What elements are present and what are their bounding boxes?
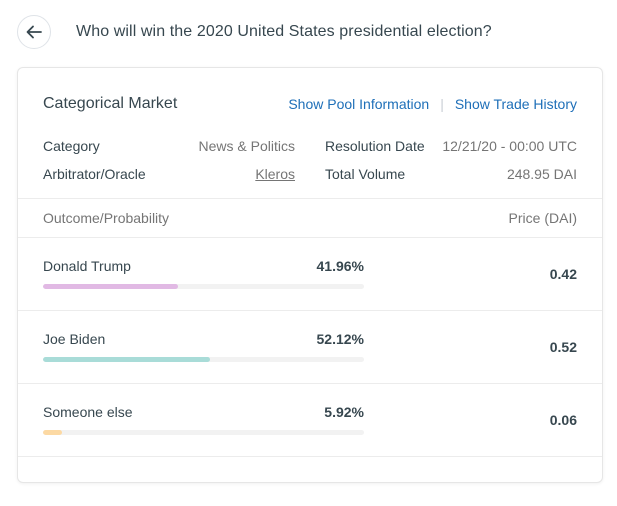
market-type-title: Categorical Market (43, 95, 178, 112)
link-separator: | (440, 96, 444, 112)
market-card: Categorical Market Show Pool Information… (17, 67, 603, 483)
divider (18, 198, 602, 199)
probability-bar-fill (43, 284, 178, 289)
outcome-probability: 5.92% (324, 404, 364, 420)
outcome-probability-column-header: Outcome/Probability (43, 210, 170, 226)
arbitrator-link[interactable]: Kleros (255, 166, 295, 182)
total-volume-value: 248.95 DAI (506, 166, 577, 182)
probability-bar-fill (43, 357, 211, 362)
info-row: Category News & Politics Resolution Date… (43, 132, 577, 160)
market-info: Category News & Politics Resolution Date… (43, 132, 577, 188)
arrow-left-icon (26, 25, 42, 39)
price-column-header: Price (DAI) (508, 210, 577, 226)
outcomes-table-header: Outcome/Probability Price (DAI) (43, 209, 577, 227)
outcome-row-someone-else[interactable]: Someone else 5.92% 0.06 (18, 384, 602, 457)
divider (18, 456, 602, 457)
outcome-probability: 52.12% (316, 331, 364, 347)
outcome-name: Joe Biden (43, 331, 106, 347)
category-label: Category (43, 138, 100, 154)
arbitrator-label: Arbitrator/Oracle (43, 166, 146, 182)
show-pool-information-link[interactable]: Show Pool Information (288, 96, 430, 112)
divider (18, 383, 602, 384)
outcome-name: Someone else (43, 404, 133, 420)
outcome-probability: 41.96% (316, 258, 364, 274)
probability-bar (43, 284, 364, 289)
probability-bar-fill (43, 430, 62, 435)
page-title: Who will win the 2020 United States pres… (76, 23, 492, 40)
outcome-price: 0.06 (549, 412, 577, 428)
outcome-name: Donald Trump (43, 258, 131, 274)
show-trade-history-link[interactable]: Show Trade History (454, 96, 577, 112)
outcome-price: 0.42 (549, 266, 577, 282)
total-volume-label: Total Volume (325, 166, 406, 182)
resolution-date-value: 12/21/20 - 00:00 UTC (442, 138, 577, 154)
info-row: Arbitrator/Oracle Kleros Total Volume 24… (43, 160, 577, 188)
outcome-row-donald-trump[interactable]: Donald Trump 41.96% 0.42 (18, 238, 602, 311)
page-header: Who will win the 2020 United States pres… (17, 15, 492, 49)
resolution-date-label: Resolution Date (325, 138, 425, 154)
back-button[interactable] (17, 15, 51, 49)
outcome-row-joe-biden[interactable]: Joe Biden 52.12% 0.52 (18, 311, 602, 384)
probability-bar (43, 430, 364, 435)
probability-bar (43, 357, 364, 362)
outcome-price: 0.52 (549, 339, 577, 355)
market-links: Show Pool Information | Show Trade Histo… (288, 96, 577, 112)
market-header: Categorical Market Show Pool Information… (43, 94, 577, 114)
divider (18, 310, 602, 311)
category-value: News & Politics (198, 138, 295, 154)
divider (18, 237, 602, 238)
